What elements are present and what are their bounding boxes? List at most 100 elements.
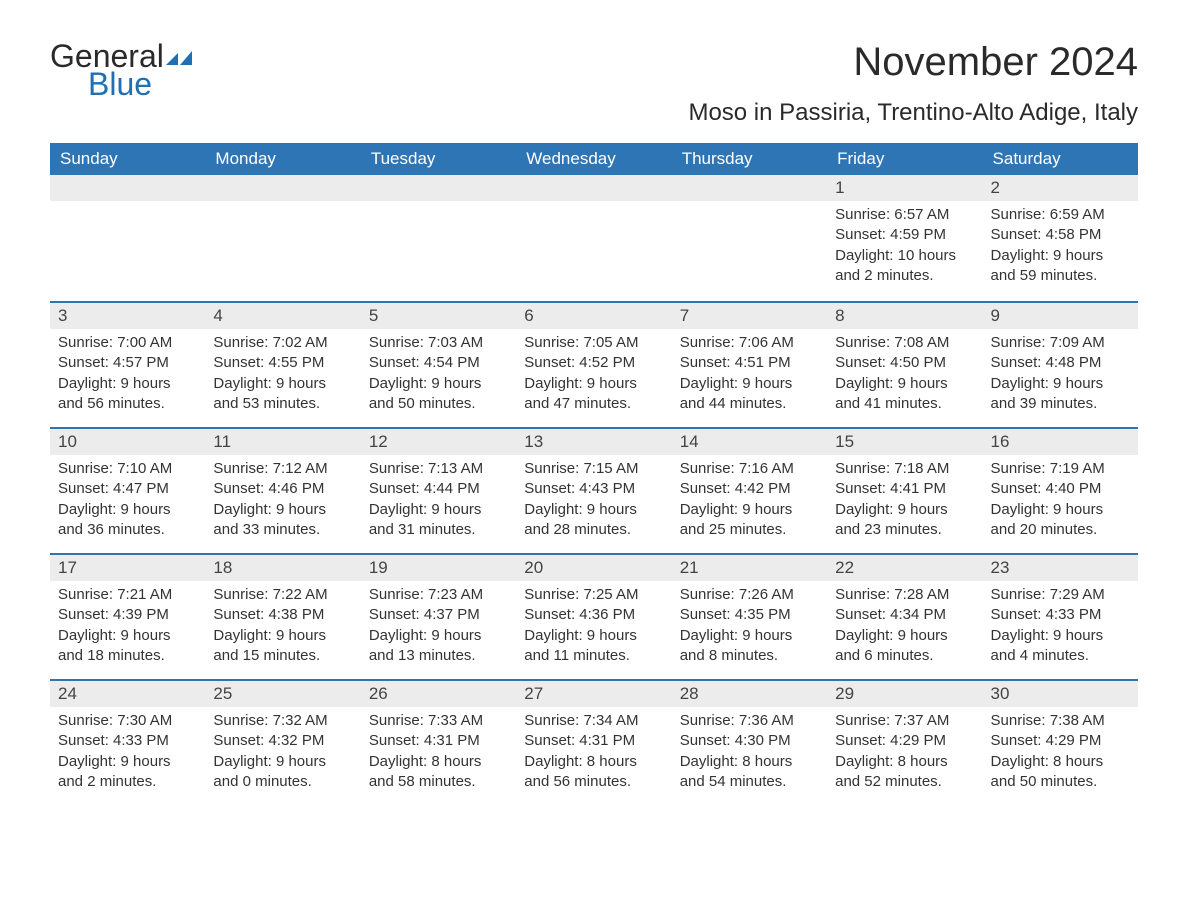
day-header: Saturday <box>983 143 1138 175</box>
sunrise-line: Sunrise: 7:30 AM <box>58 711 197 731</box>
calendar-cell: 23Sunrise: 7:29 AMSunset: 4:33 PMDayligh… <box>983 553 1138 679</box>
daylight-line: Daylight: 9 hours and 56 minutes. <box>58 374 197 415</box>
day-number: 3 <box>50 301 205 329</box>
daylight-line: Daylight: 9 hours and 44 minutes. <box>680 374 819 415</box>
day-details: Sunrise: 7:22 AMSunset: 4:38 PMDaylight:… <box>205 581 360 672</box>
sunset-line: Sunset: 4:46 PM <box>213 479 352 499</box>
day-number: 10 <box>50 427 205 455</box>
sunset-line: Sunset: 4:32 PM <box>213 731 352 751</box>
sunset-line: Sunset: 4:41 PM <box>835 479 974 499</box>
calendar-cell: 24Sunrise: 7:30 AMSunset: 4:33 PMDayligh… <box>50 679 205 805</box>
day-details: Sunrise: 7:32 AMSunset: 4:32 PMDaylight:… <box>205 707 360 798</box>
location-subtitle: Moso in Passiria, Trentino-Alto Adige, I… <box>688 99 1138 127</box>
daylight-line: Daylight: 8 hours and 52 minutes. <box>835 752 974 793</box>
day-details: Sunrise: 7:30 AMSunset: 4:33 PMDaylight:… <box>50 707 205 798</box>
calendar-cell: 14Sunrise: 7:16 AMSunset: 4:42 PMDayligh… <box>672 427 827 553</box>
daylight-line: Daylight: 9 hours and 4 minutes. <box>991 626 1130 667</box>
calendar-cell: 21Sunrise: 7:26 AMSunset: 4:35 PMDayligh… <box>672 553 827 679</box>
sunset-line: Sunset: 4:38 PM <box>213 605 352 625</box>
sunset-line: Sunset: 4:33 PM <box>58 731 197 751</box>
day-number: 20 <box>516 553 671 581</box>
day-details: Sunrise: 7:25 AMSunset: 4:36 PMDaylight:… <box>516 581 671 672</box>
calendar-week-row: 10Sunrise: 7:10 AMSunset: 4:47 PMDayligh… <box>50 427 1138 553</box>
day-number: 15 <box>827 427 982 455</box>
day-header: Friday <box>827 143 982 175</box>
daylight-line: Daylight: 9 hours and 13 minutes. <box>369 626 508 667</box>
daylight-line: Daylight: 9 hours and 33 minutes. <box>213 500 352 541</box>
daylight-line: Daylight: 9 hours and 0 minutes. <box>213 752 352 793</box>
calendar-cell: 25Sunrise: 7:32 AMSunset: 4:32 PMDayligh… <box>205 679 360 805</box>
day-details: Sunrise: 7:12 AMSunset: 4:46 PMDaylight:… <box>205 455 360 546</box>
daylight-line: Daylight: 9 hours and 47 minutes. <box>524 374 663 415</box>
calendar-cell <box>516 175 671 301</box>
daylight-line: Daylight: 8 hours and 50 minutes. <box>991 752 1130 793</box>
sunrise-line: Sunrise: 7:33 AM <box>369 711 508 731</box>
sunrise-line: Sunrise: 7:26 AM <box>680 585 819 605</box>
daylight-line: Daylight: 9 hours and 31 minutes. <box>369 500 508 541</box>
sunset-line: Sunset: 4:29 PM <box>991 731 1130 751</box>
sunrise-line: Sunrise: 7:03 AM <box>369 333 508 353</box>
sunset-line: Sunset: 4:55 PM <box>213 353 352 373</box>
sunrise-line: Sunrise: 7:38 AM <box>991 711 1130 731</box>
day-number: 18 <box>205 553 360 581</box>
calendar-cell <box>361 175 516 301</box>
logo-flag-icon <box>166 40 194 72</box>
sunrise-line: Sunrise: 7:32 AM <box>213 711 352 731</box>
sunset-line: Sunset: 4:58 PM <box>991 225 1130 245</box>
sunrise-line: Sunrise: 7:18 AM <box>835 459 974 479</box>
day-details: Sunrise: 7:26 AMSunset: 4:35 PMDaylight:… <box>672 581 827 672</box>
empty-day-head <box>361 175 516 201</box>
sunset-line: Sunset: 4:43 PM <box>524 479 663 499</box>
sunset-line: Sunset: 4:57 PM <box>58 353 197 373</box>
calendar-cell: 22Sunrise: 7:28 AMSunset: 4:34 PMDayligh… <box>827 553 982 679</box>
sunset-line: Sunset: 4:33 PM <box>991 605 1130 625</box>
day-details: Sunrise: 7:02 AMSunset: 4:55 PMDaylight:… <box>205 329 360 420</box>
calendar-cell: 6Sunrise: 7:05 AMSunset: 4:52 PMDaylight… <box>516 301 671 427</box>
daylight-line: Daylight: 9 hours and 50 minutes. <box>369 374 508 415</box>
day-details: Sunrise: 7:23 AMSunset: 4:37 PMDaylight:… <box>361 581 516 672</box>
sunrise-line: Sunrise: 7:12 AM <box>213 459 352 479</box>
daylight-line: Daylight: 9 hours and 53 minutes. <box>213 374 352 415</box>
sunrise-line: Sunrise: 7:23 AM <box>369 585 508 605</box>
day-details: Sunrise: 7:33 AMSunset: 4:31 PMDaylight:… <box>361 707 516 798</box>
day-number: 17 <box>50 553 205 581</box>
calendar-cell: 13Sunrise: 7:15 AMSunset: 4:43 PMDayligh… <box>516 427 671 553</box>
calendar-cell: 26Sunrise: 7:33 AMSunset: 4:31 PMDayligh… <box>361 679 516 805</box>
day-details: Sunrise: 7:28 AMSunset: 4:34 PMDaylight:… <box>827 581 982 672</box>
daylight-line: Daylight: 9 hours and 36 minutes. <box>58 500 197 541</box>
day-details: Sunrise: 7:19 AMSunset: 4:40 PMDaylight:… <box>983 455 1138 546</box>
daylight-line: Daylight: 9 hours and 28 minutes. <box>524 500 663 541</box>
sunset-line: Sunset: 4:51 PM <box>680 353 819 373</box>
sunrise-line: Sunrise: 7:22 AM <box>213 585 352 605</box>
day-number: 19 <box>361 553 516 581</box>
day-details: Sunrise: 7:13 AMSunset: 4:44 PMDaylight:… <box>361 455 516 546</box>
day-number: 4 <box>205 301 360 329</box>
day-header: Tuesday <box>361 143 516 175</box>
sunrise-line: Sunrise: 7:13 AM <box>369 459 508 479</box>
brand-logo: General Blue <box>50 40 194 100</box>
day-details: Sunrise: 7:16 AMSunset: 4:42 PMDaylight:… <box>672 455 827 546</box>
calendar-cell: 10Sunrise: 7:10 AMSunset: 4:47 PMDayligh… <box>50 427 205 553</box>
page-title: November 2024 <box>688 40 1138 85</box>
day-header-row: Sunday Monday Tuesday Wednesday Thursday… <box>50 143 1138 175</box>
day-details: Sunrise: 7:09 AMSunset: 4:48 PMDaylight:… <box>983 329 1138 420</box>
daylight-line: Daylight: 8 hours and 56 minutes. <box>524 752 663 793</box>
daylight-line: Daylight: 10 hours and 2 minutes. <box>835 246 974 287</box>
day-number: 25 <box>205 679 360 707</box>
sunset-line: Sunset: 4:42 PM <box>680 479 819 499</box>
day-details: Sunrise: 7:03 AMSunset: 4:54 PMDaylight:… <box>361 329 516 420</box>
day-number: 8 <box>827 301 982 329</box>
day-number: 28 <box>672 679 827 707</box>
sunset-line: Sunset: 4:34 PM <box>835 605 974 625</box>
sunrise-line: Sunrise: 7:21 AM <box>58 585 197 605</box>
day-details: Sunrise: 6:59 AMSunset: 4:58 PMDaylight:… <box>983 201 1138 292</box>
daylight-line: Daylight: 8 hours and 58 minutes. <box>369 752 508 793</box>
daylight-line: Daylight: 9 hours and 59 minutes. <box>991 246 1130 287</box>
sunset-line: Sunset: 4:50 PM <box>835 353 974 373</box>
day-number: 5 <box>361 301 516 329</box>
sunset-line: Sunset: 4:47 PM <box>58 479 197 499</box>
sunrise-line: Sunrise: 7:02 AM <box>213 333 352 353</box>
day-number: 7 <box>672 301 827 329</box>
day-details: Sunrise: 7:38 AMSunset: 4:29 PMDaylight:… <box>983 707 1138 798</box>
sunrise-line: Sunrise: 6:57 AM <box>835 205 974 225</box>
